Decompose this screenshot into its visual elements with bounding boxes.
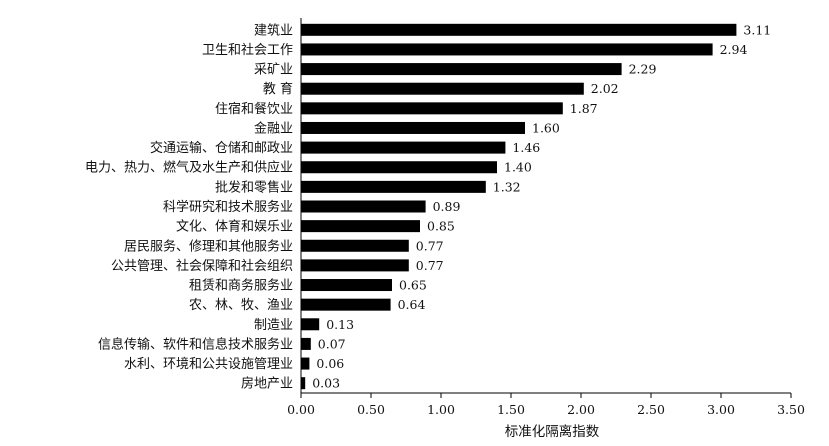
data-label: 0.13 — [326, 317, 354, 332]
data-label: 1.60 — [532, 120, 560, 135]
axes-group — [300, 18, 792, 398]
category-label: 科学研究和技术服务业 — [163, 199, 293, 215]
bar — [301, 63, 622, 76]
category-label: 制造业 — [254, 318, 293, 333]
category-label: 金融业 — [254, 120, 293, 136]
bar — [301, 357, 310, 370]
bar — [301, 298, 391, 311]
x-axis-title: 标准化隔离指数 — [505, 423, 600, 440]
category-label: 公共管理、社会保障和社会组织 — [111, 258, 293, 274]
x-tick-label: 0.00 — [287, 402, 315, 417]
bar — [301, 161, 497, 174]
data-label: 0.85 — [427, 219, 455, 234]
bar — [301, 318, 320, 331]
data-label: 1.40 — [504, 160, 532, 175]
category-label: 信息传输、软件和信息技术服务业 — [98, 336, 293, 352]
category-label: 文化、体育和娱乐业 — [176, 219, 293, 235]
data-label: 0.06 — [316, 356, 344, 371]
data-label: 1.32 — [493, 179, 521, 194]
category-label: 教 育 — [263, 81, 293, 97]
data-label: 0.03 — [312, 376, 340, 391]
data-label: 3.11 — [743, 22, 771, 37]
data-label: 0.77 — [416, 238, 444, 253]
data-label: 1.87 — [570, 101, 598, 116]
x-tick-label: 1.00 — [427, 402, 455, 417]
data-label: 2.94 — [720, 42, 748, 57]
labels-group: 建筑业 3.11 卫生和社会工作 2.94 采矿业 2.29 教 育 2.02 住宿和餐饮业 1.… — [85, 22, 805, 417]
bar — [301, 239, 409, 252]
category-label: 水利、环境和公共设施管理业 — [124, 357, 293, 372]
category-label: 卫生和社会工作 — [202, 42, 293, 58]
bar — [301, 23, 737, 36]
x-tick-label: 3.50 — [777, 402, 805, 417]
data-label: 0.77 — [416, 258, 444, 273]
category-label: 电力、热力、燃气及水生产和供应业 — [85, 160, 293, 176]
data-label: 2.29 — [629, 62, 657, 77]
bar — [301, 43, 713, 56]
x-tick-label: 1.50 — [497, 402, 525, 417]
category-label: 农、林、牧、渔业 — [189, 298, 293, 313]
category-label: 建筑业 — [254, 22, 293, 38]
bar — [301, 82, 584, 95]
data-label: 1.46 — [512, 140, 540, 155]
bar — [301, 121, 525, 134]
data-label: 0.07 — [318, 336, 346, 351]
category-label: 采矿业 — [254, 63, 293, 78]
data-label: 0.65 — [399, 278, 427, 293]
category-label: 批发和零售业 — [215, 179, 293, 195]
bar — [301, 200, 426, 213]
category-label: 居民服务、修理和其他服务业 — [124, 238, 293, 254]
bar — [301, 259, 409, 272]
bar — [301, 180, 486, 193]
data-label: 0.64 — [398, 297, 426, 312]
x-tick-label: 2.00 — [567, 402, 595, 417]
data-label: 0.89 — [433, 199, 461, 214]
category-label: 住宿和餐饮业 — [215, 101, 293, 117]
category-label: 交通运输、仓储和邮政业 — [150, 140, 293, 156]
bar — [301, 279, 392, 292]
bar — [301, 337, 311, 350]
category-label: 房地产业 — [241, 376, 293, 392]
x-tick-label: 2.50 — [637, 402, 665, 417]
category-label: 租赁和商务服务业 — [189, 278, 293, 294]
data-label: 2.02 — [591, 81, 619, 96]
bar — [301, 377, 306, 390]
bar — [301, 102, 563, 115]
bar — [301, 220, 420, 233]
bars-group — [301, 23, 737, 390]
x-tick-label: 3.00 — [707, 402, 735, 417]
bar — [301, 141, 506, 154]
x-tick-label: 0.50 — [357, 402, 385, 417]
